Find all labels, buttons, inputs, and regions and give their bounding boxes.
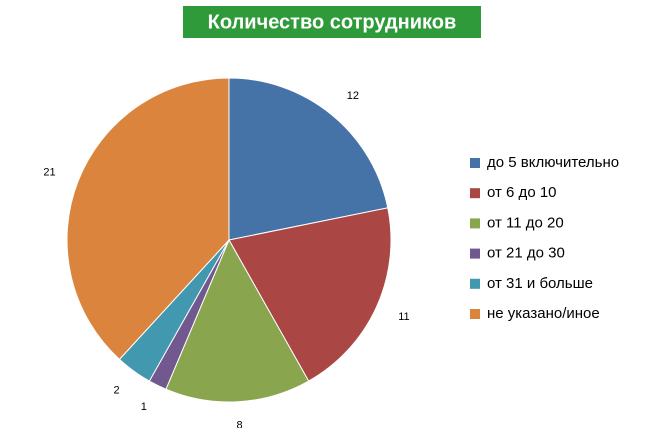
legend-label: от 21 до 30 [487, 245, 565, 262]
legend-label: от 31 и больше [487, 275, 593, 292]
data-label: 12 [347, 90, 359, 102]
pie-slice [66, 77, 230, 361]
legend-label: не указано/иное [487, 305, 600, 322]
pie-slice [165, 238, 310, 403]
legend-label: от 11 до 20 [487, 214, 564, 231]
data-label: 1 [141, 401, 147, 413]
data-label: 11 [398, 311, 409, 323]
legend-swatch [470, 158, 480, 168]
legend-swatch [470, 278, 480, 289]
chart-title: Количество сотрудников [208, 11, 457, 33]
data-label: 2 [114, 384, 120, 396]
title-background [183, 6, 481, 38]
pie-slice [228, 77, 389, 241]
data-label: 21 [43, 166, 55, 178]
data-label: 8 [237, 420, 243, 428]
legend-swatch [470, 309, 480, 319]
legend-swatch [470, 218, 480, 229]
legend-swatch [470, 248, 480, 259]
legend-swatch [470, 188, 480, 199]
legend-label: от 6 до 10 [487, 184, 557, 201]
legend-label: до 5 включительно [487, 154, 619, 171]
pie-slice [228, 207, 392, 382]
